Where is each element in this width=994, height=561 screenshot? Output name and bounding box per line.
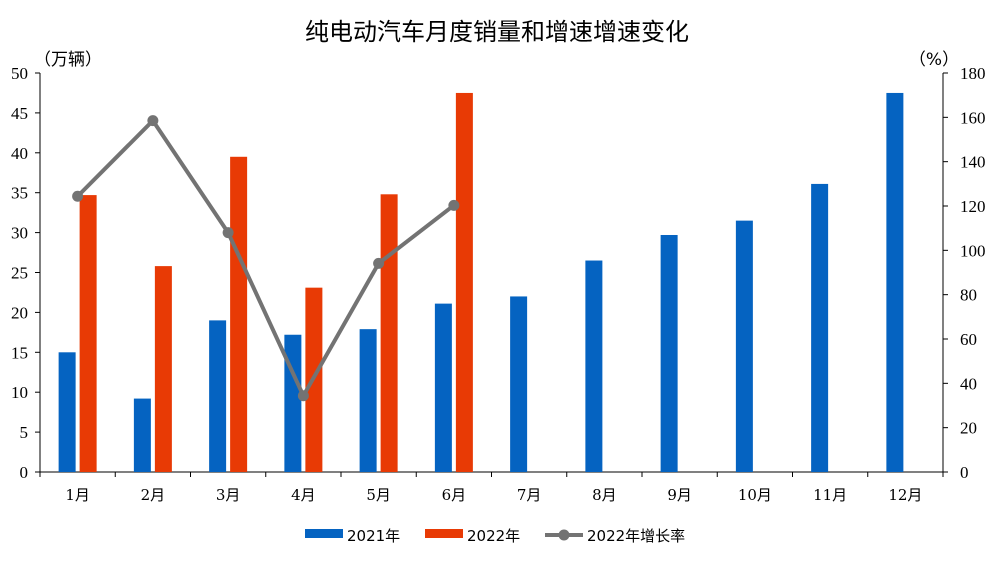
left-tick-label: 10	[11, 383, 28, 402]
bar-2021年-4月	[284, 334, 302, 472]
legend-label-2022年增长率: 2022年增长率	[587, 527, 685, 545]
bar-2022年-5月	[380, 194, 398, 472]
legend: 2021年 2022年 2022年增长率	[305, 527, 685, 545]
bar-2021年-1月	[58, 352, 76, 472]
bar-2021年-6月	[434, 303, 452, 472]
x-tick-label: 4月	[291, 486, 316, 504]
x-tick-label: 9月	[667, 486, 692, 504]
x-tick-label: 6月	[442, 486, 467, 504]
x-tick-label: 1月	[65, 486, 90, 504]
plot-area: 0 5 10 15 20 25 30 35 40 45 50 0 20 40 60 80 100 120 140 16…	[11, 64, 986, 504]
x-tick-label: 11月	[813, 486, 847, 504]
right-tick-label: 40	[960, 374, 977, 393]
point-2022年增长率-4月	[297, 390, 309, 402]
x-tick-label: 8月	[592, 486, 617, 504]
x-tick-label: 10月	[738, 486, 772, 504]
legend-swatch-2021年	[305, 529, 343, 538]
left-tick-label: 35	[11, 184, 28, 203]
x-tick-label: 7月	[517, 486, 542, 504]
left-tick-label: 25	[11, 264, 28, 283]
bar-2021年-9月	[660, 234, 678, 472]
legend-label-2021年: 2021年	[347, 527, 400, 545]
point-2022年增长率-1月	[72, 190, 84, 202]
bar-2021年-11月	[811, 183, 829, 472]
bar-2021年-10月	[735, 220, 753, 472]
left-tick-label: 30	[11, 224, 28, 243]
left-tick-label: 40	[11, 144, 28, 163]
bar-2021年-3月	[209, 320, 227, 472]
legend-label-2022年: 2022年	[467, 527, 520, 545]
bar-2021年-12月	[886, 92, 904, 472]
point-2022年增长率-5月	[373, 257, 385, 269]
right-tick-label: 100	[960, 241, 986, 260]
left-axis-unit: （万辆）	[34, 50, 102, 70]
left-tick-label: 20	[11, 303, 28, 322]
x-tick-label: 2月	[141, 486, 166, 504]
right-tick-label: 120	[960, 197, 986, 216]
left-tick-label: 50	[11, 64, 28, 83]
left-tick-label: 0	[20, 463, 29, 482]
right-tick-label: 60	[960, 330, 977, 349]
chart-title: 纯电动汽车月度销量和增速增速变化	[305, 18, 689, 46]
bar-2021年-2月	[133, 398, 151, 472]
bar-2022年-1月	[79, 195, 97, 472]
right-tick-label: 180	[960, 64, 986, 83]
left-tick-label: 45	[11, 104, 28, 123]
right-tick-label: 140	[960, 153, 986, 172]
point-2022年增长率-6月	[448, 199, 460, 211]
legend-marker-2022年增长率	[558, 529, 570, 541]
bar-2022年-6月	[455, 92, 473, 472]
x-tick-label: 5月	[366, 486, 391, 504]
right-axis-unit: （%）	[909, 50, 959, 70]
bar-2021年-5月	[359, 329, 377, 472]
line-2022年增长率	[76, 118, 456, 398]
bar-2021年-8月	[585, 260, 603, 472]
bar-2022年-2月	[154, 266, 172, 472]
left-tick-label: 5	[20, 423, 29, 442]
left-tick-label: 15	[11, 343, 28, 362]
x-tick-label: 12月	[888, 486, 922, 504]
right-tick-label: 80	[960, 286, 977, 305]
right-tick-label: 160	[960, 108, 986, 127]
x-tick-label: 3月	[216, 486, 241, 504]
point-2022年增长率-2月	[147, 115, 159, 127]
right-tick-label: 20	[960, 419, 977, 438]
point-2022年增长率-3月	[222, 227, 234, 239]
bar-2022年-3月	[230, 156, 248, 473]
right-tick-label: 0	[960, 463, 969, 482]
legend-swatch-2022年	[425, 529, 463, 538]
bar-2021年-7月	[510, 296, 528, 472]
